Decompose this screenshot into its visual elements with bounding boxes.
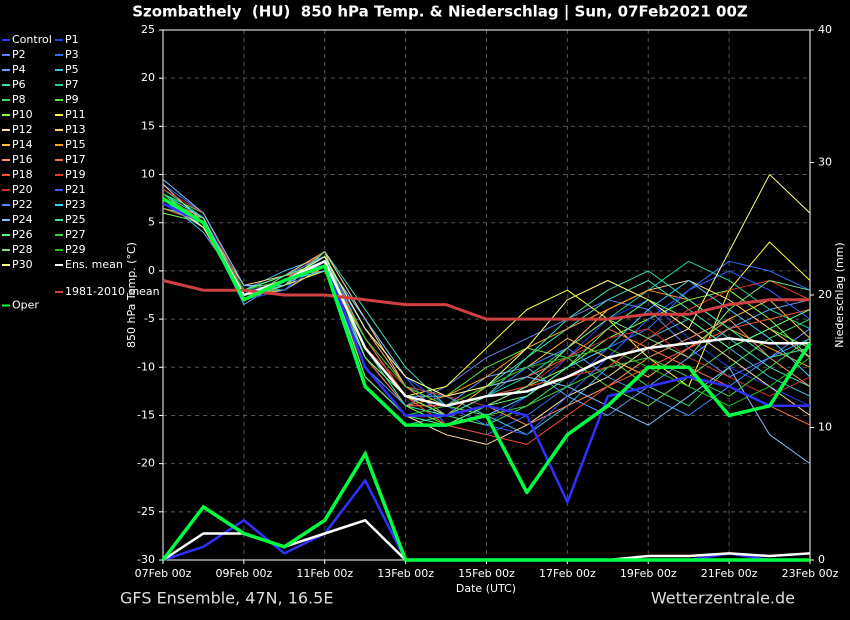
legend-label: P29 xyxy=(65,243,86,256)
y-axis-label: 850 hPa Temp. (°C) xyxy=(125,242,138,348)
y2-tick-label: 30 xyxy=(818,156,832,169)
y-tick-label: 5 xyxy=(148,216,155,229)
legend-label: P2 xyxy=(12,48,26,61)
y2-axis-label: Niederschlag (mm) xyxy=(833,242,846,347)
legend-label: Oper xyxy=(12,299,39,312)
y2-tick-label: 10 xyxy=(818,421,832,434)
legend-label: Control xyxy=(12,33,52,46)
legend-label: P28 xyxy=(12,243,33,256)
legend-label: P6 xyxy=(12,78,26,91)
legend-label: P8 xyxy=(12,93,26,106)
legend-label: P16 xyxy=(12,153,33,166)
y-tick-label: -25 xyxy=(137,505,155,518)
y-tick-label: -5 xyxy=(144,312,155,325)
temp-line xyxy=(162,279,810,321)
x-tick-label: 21Feb 00z xyxy=(701,567,758,580)
legend-label: P22 xyxy=(12,198,33,211)
legend-label: P14 xyxy=(12,138,33,151)
legend-label: P13 xyxy=(65,123,86,136)
legend-label: P24 xyxy=(12,213,33,226)
legend-label: P23 xyxy=(65,198,86,211)
precip-line xyxy=(161,450,810,562)
legend-label: P7 xyxy=(65,78,79,91)
y2-tick-label: 40 xyxy=(818,23,832,36)
legend-label: P19 xyxy=(65,168,86,181)
legend-label: P15 xyxy=(65,138,86,151)
y2-tick-label: 0 xyxy=(818,553,825,566)
legend-label: P9 xyxy=(65,93,79,106)
legend-label: P5 xyxy=(65,63,79,76)
legend-label: P30 xyxy=(12,258,33,271)
y-tick-label: 25 xyxy=(141,23,155,36)
legend-label: P1 xyxy=(65,33,79,46)
legend-label: P3 xyxy=(65,48,79,61)
legend-label: P11 xyxy=(65,108,86,121)
legend-label: P26 xyxy=(12,228,33,241)
y-tick-label: -30 xyxy=(137,553,155,566)
temp-line xyxy=(162,197,812,495)
x-tick-label: 23Feb 00z xyxy=(782,567,839,580)
legend-label: P25 xyxy=(65,213,86,226)
legend-label: P18 xyxy=(12,168,33,181)
legend-label: P17 xyxy=(65,153,86,166)
legend-label: P27 xyxy=(65,228,86,241)
x-tick-label: 07Feb 00z xyxy=(135,567,192,580)
y-tick-label: 10 xyxy=(141,168,155,181)
x-tick-label: 17Feb 00z xyxy=(539,567,596,580)
x-tick-label: 09Feb 00z xyxy=(216,567,273,580)
legend-label: P12 xyxy=(12,123,33,136)
legend-label: P20 xyxy=(12,183,33,196)
legend-label: P21 xyxy=(65,183,86,196)
legend-label: P4 xyxy=(12,63,26,76)
footer-right: Wetterzentrale.de xyxy=(651,589,795,608)
y-tick-label: -15 xyxy=(137,408,155,421)
x-tick-label: 15Feb 00z xyxy=(458,567,515,580)
y-tick-label: -20 xyxy=(137,457,155,470)
y-tick-label: 0 xyxy=(148,264,155,277)
y-tick-label: -10 xyxy=(137,360,155,373)
legend-label: P10 xyxy=(12,108,33,121)
y-tick-label: 20 xyxy=(141,71,155,84)
x-tick-label: 19Feb 00z xyxy=(620,567,677,580)
x-tick-label: 13Feb 00z xyxy=(377,567,434,580)
legend-label: 1981-2010 mean xyxy=(65,285,160,298)
x-axis-label: Date (UTC) xyxy=(456,582,516,595)
y2-tick-label: 20 xyxy=(818,288,832,301)
x-tick-label: 11Feb 00z xyxy=(296,567,353,580)
legend-label: Ens. mean xyxy=(65,258,123,271)
chart-title: Szombathely (HU) 850 hPa Temp. & Nieders… xyxy=(132,3,748,22)
footer-left: GFS Ensemble, 47N, 16.5E xyxy=(120,589,333,608)
y-tick-label: 15 xyxy=(141,119,155,132)
